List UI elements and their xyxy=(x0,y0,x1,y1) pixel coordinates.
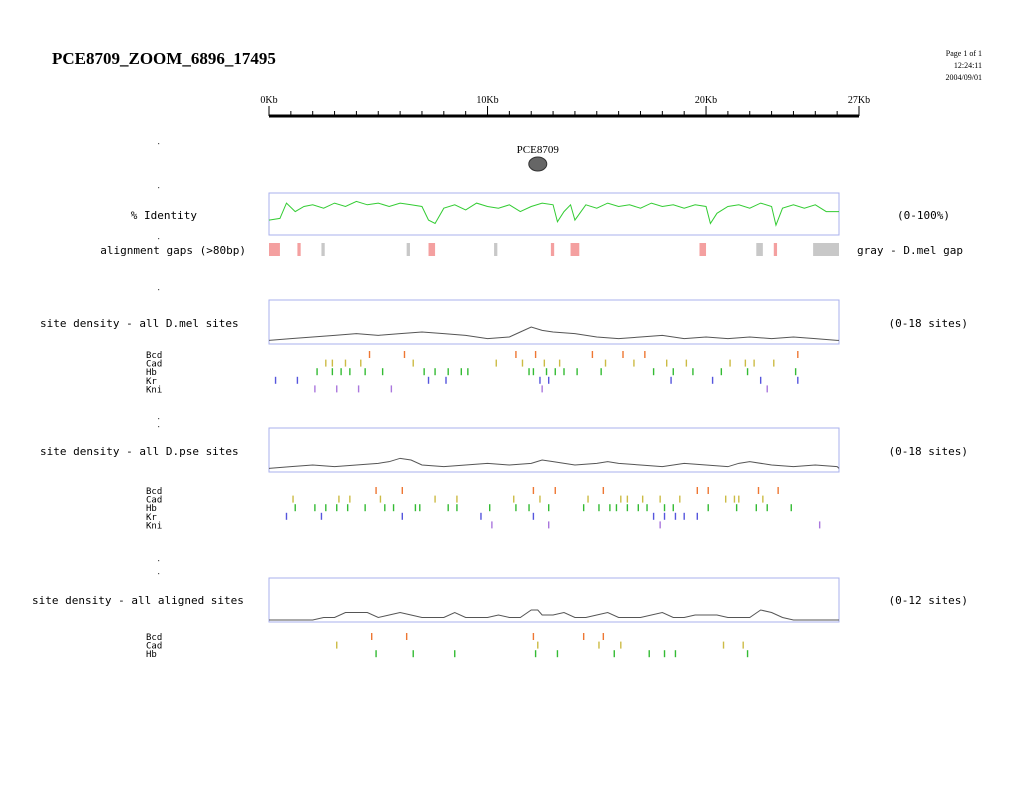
print-date: 2004/09/01 xyxy=(946,73,982,82)
page-title: PCE8709_ZOOM_6896_17495 xyxy=(52,49,276,68)
alignment-gaps-track: alignment gaps (>80bp) gray - D.mel gap xyxy=(100,243,963,257)
site-row-label: Kni xyxy=(146,521,162,531)
margin-dot xyxy=(158,187,160,189)
site-row-label: Kr xyxy=(146,377,157,387)
element-oval xyxy=(528,156,548,172)
site-density-line xyxy=(268,326,839,341)
margin-dot xyxy=(158,143,160,145)
site-density-line xyxy=(269,609,839,621)
gaps-legend-label: gray - D.mel gap xyxy=(857,244,963,257)
identity-track-label: % Identity xyxy=(131,209,198,222)
kb-ruler: 0Kb 10Kb 20Kb 27Kb xyxy=(260,95,870,118)
alignment-gap-block xyxy=(321,243,325,256)
identity-track-frame xyxy=(268,192,840,236)
aligned-density-frame xyxy=(268,577,840,623)
site-row-label: Hb xyxy=(146,504,157,514)
site-row-label: Bcd xyxy=(146,487,162,497)
alignment-gap-block xyxy=(428,243,436,256)
aligned-density-track: site density - all aligned sites (0-12 s… xyxy=(32,577,968,660)
aligned-density-range: (0-12 sites) xyxy=(889,594,968,607)
site-row-label: Hb xyxy=(146,368,157,378)
dmel-density-range: (0-18 sites) xyxy=(889,317,968,330)
ruler-tick-label: 0Kb xyxy=(260,95,277,106)
dmel-density-track: site density - all D.mel sites (0-18 sit… xyxy=(40,299,968,395)
alignment-gap-block xyxy=(699,243,707,256)
dpse-density-track: site density - all D.pse sites (0-18 sit… xyxy=(40,427,968,531)
margin-dot xyxy=(158,238,160,240)
margin-dot xyxy=(158,289,160,291)
ruler-tick-label: 27Kb xyxy=(848,95,870,106)
margin-dot xyxy=(158,426,160,428)
alignment-gap-block xyxy=(406,243,410,256)
site-row-label: Bcd xyxy=(146,351,162,361)
alignment-gap-block xyxy=(773,243,778,256)
alignment-gap-block xyxy=(269,243,280,256)
print-time: 12:24:11 xyxy=(954,61,982,70)
dmel-density-frame xyxy=(268,299,840,345)
dpse-density-label: site density - all D.pse sites xyxy=(40,445,239,458)
margin-dot xyxy=(158,560,160,562)
dmel-density-label: site density - all D.mel sites xyxy=(40,317,239,330)
alignment-gap-block xyxy=(570,243,580,256)
site-row-label: Kni xyxy=(146,385,162,395)
site-row-label: Cad xyxy=(146,360,162,370)
page-number: Page 1 of 1 xyxy=(946,49,982,58)
element-label: PCE8709 xyxy=(517,144,560,156)
gaps-track-label: alignment gaps (>80bp) xyxy=(100,244,246,257)
margin-dot xyxy=(158,418,160,420)
identity-track: % Identity (0-100%) xyxy=(131,192,950,236)
site-density-line xyxy=(268,457,840,469)
identity-range-label: (0-100%) xyxy=(897,209,950,222)
ruler-tick-label: 20Kb xyxy=(695,95,717,106)
aligned-density-label: site density - all aligned sites xyxy=(32,594,244,607)
site-row-label: Cad xyxy=(146,496,162,506)
identity-line xyxy=(268,200,839,227)
alignment-gap-block xyxy=(813,243,839,256)
alignment-gap-block xyxy=(494,243,498,256)
dpse-density-frame xyxy=(268,427,840,473)
alignment-gap-block xyxy=(550,243,555,256)
dpse-density-range: (0-18 sites) xyxy=(889,445,968,458)
margin-dot xyxy=(158,573,160,575)
site-row-label: Kr xyxy=(146,513,157,523)
site-row-label: Bcd xyxy=(146,633,162,643)
alignment-gap-block xyxy=(297,243,301,256)
element-marker: PCE8709 xyxy=(517,144,560,172)
site-row-label: Hb xyxy=(146,650,157,660)
ruler-tick-label: 10Kb xyxy=(476,95,498,106)
site-row-label: Cad xyxy=(146,642,162,652)
alignment-gap-block xyxy=(756,243,763,256)
